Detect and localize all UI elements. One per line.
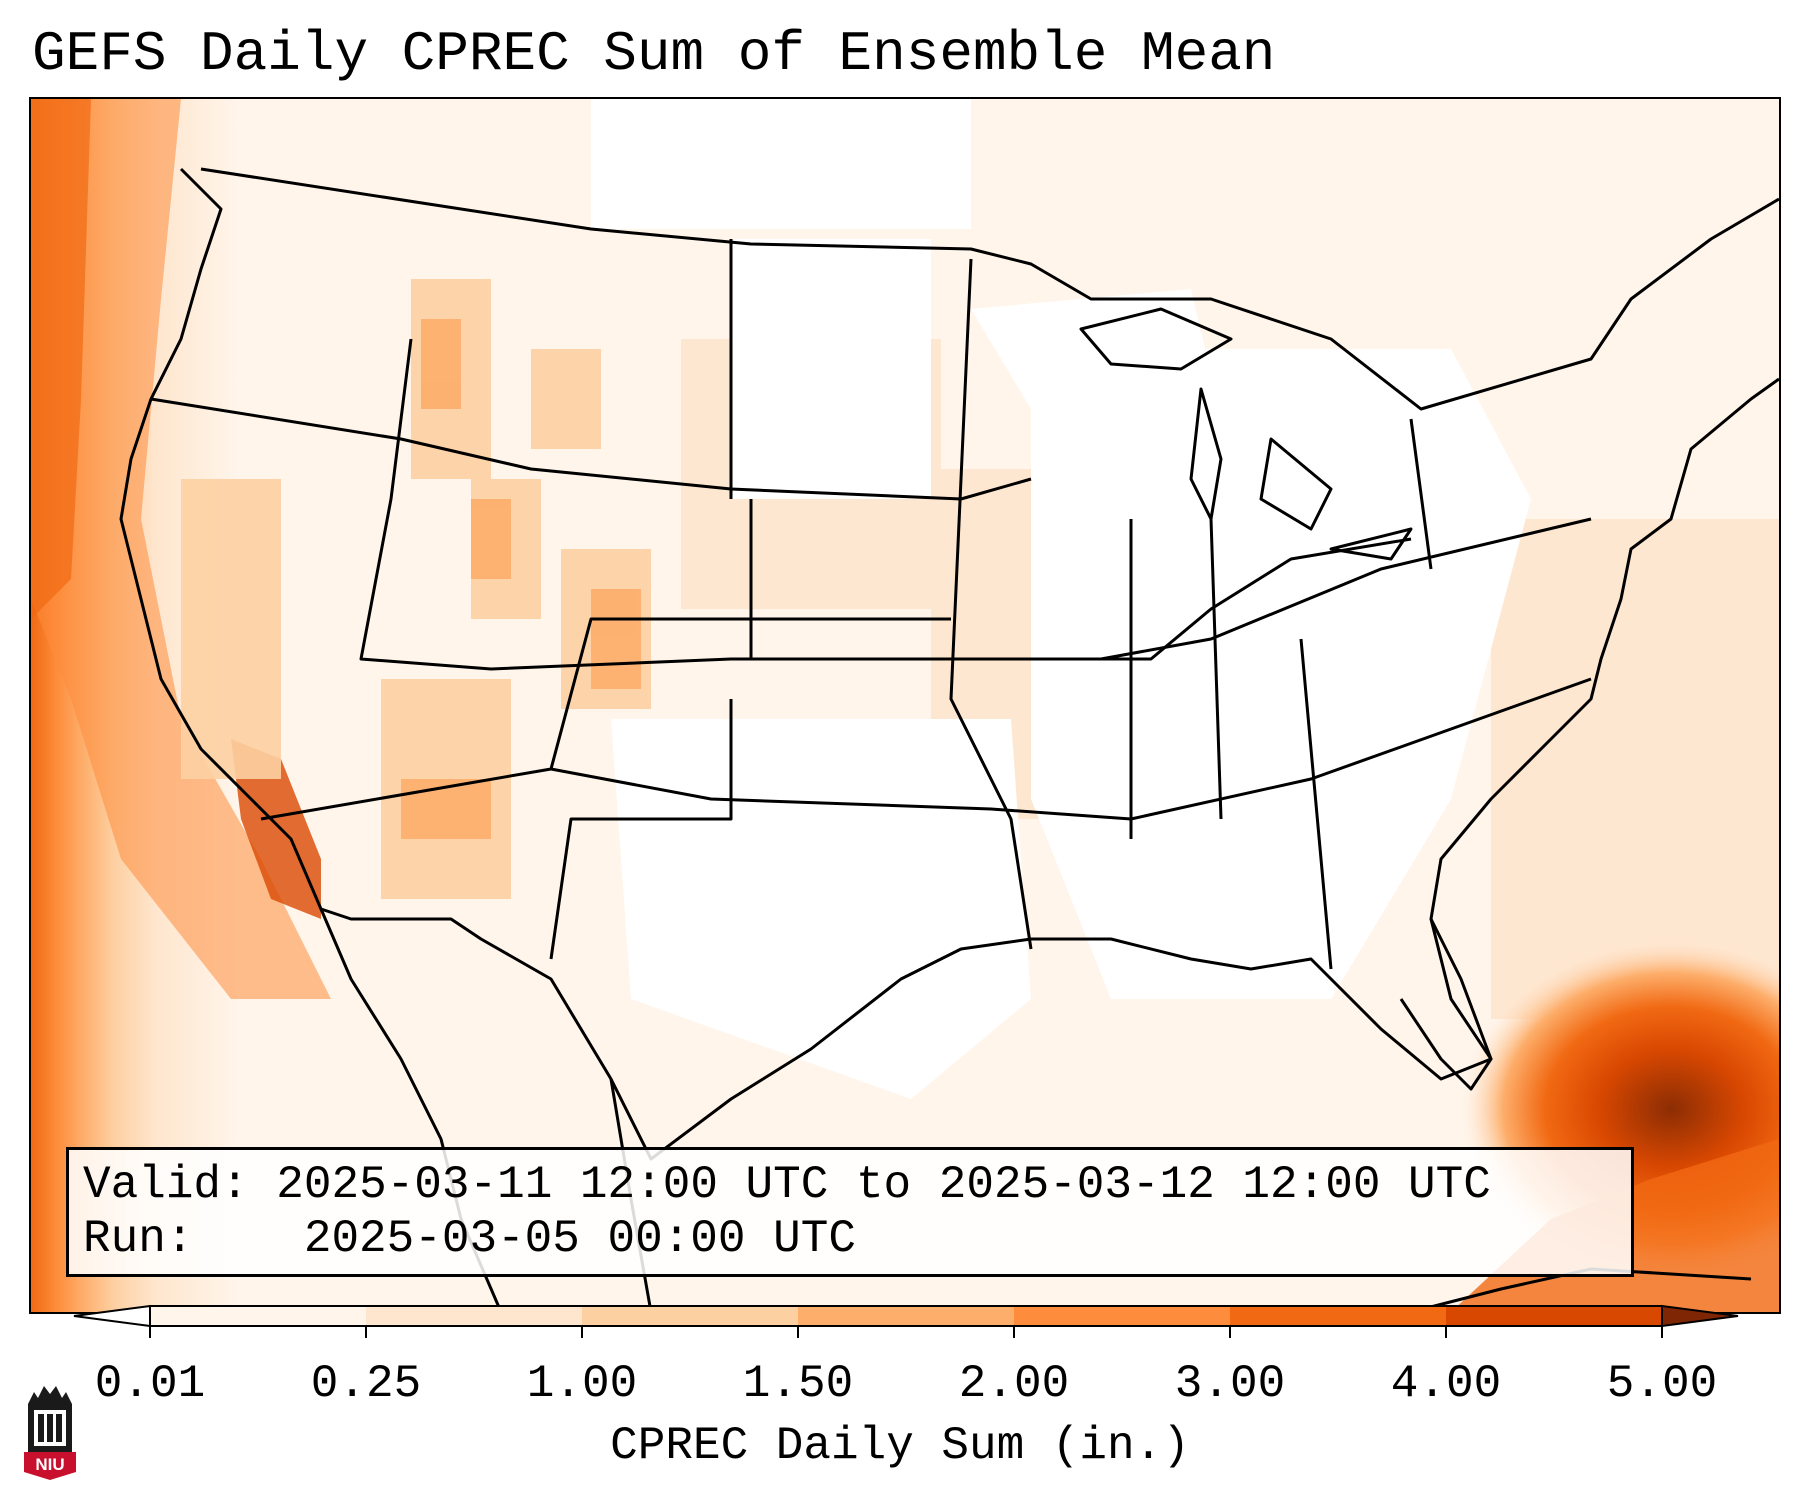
valid-row: Valid: 2025-03-11 12:00 UTC to 2025-03-1…	[83, 1158, 1617, 1212]
colorbar-segment	[1014, 1306, 1230, 1326]
precip-field-dry	[591, 99, 1531, 1099]
run-label: Run:	[83, 1213, 194, 1265]
us-coastline	[119, 167, 1779, 1161]
colorbar-segment	[366, 1306, 582, 1326]
niu-tower-logo-icon: NIU	[24, 1386, 76, 1480]
boundary-lines	[119, 167, 1779, 1312]
colorbar-tick-label: 4.00	[1390, 1358, 1502, 1410]
validity-info-box: Valid: 2025-03-11 12:00 UTC to 2025-03-1…	[66, 1147, 1634, 1277]
valid-label: Valid:	[83, 1159, 249, 1211]
colorbar-over-arrow	[1661, 1304, 1739, 1328]
logo-shield	[24, 1452, 76, 1480]
chart-title: GEFS Daily CPREC Sum of Ensemble Mean	[32, 22, 1276, 86]
precip-field-socal	[231, 739, 321, 919]
precip-field-west-cores	[401, 319, 641, 839]
state-line-3	[550, 677, 1592, 821]
colorbar-tick-label: 0.01	[94, 1358, 206, 1410]
run-value: 2025-03-05 00:00 UTC	[303, 1213, 856, 1265]
colorbar-segment	[798, 1306, 1014, 1326]
colorbar-tick-label: 3.00	[1174, 1358, 1286, 1410]
map-panel	[29, 97, 1781, 1314]
precip-field-pacific-max	[31, 99, 91, 619]
state-line-8	[1031, 537, 1412, 661]
us-canada-border	[200, 167, 1779, 411]
colorbar-under-arrow	[73, 1304, 151, 1328]
lake-erie	[1329, 527, 1413, 561]
precip-field-pacific-core	[31, 99, 331, 999]
colorbar	[73, 1304, 1739, 1338]
state-line-4	[260, 617, 951, 821]
colorbar-segment	[582, 1306, 798, 1326]
precip-map	[31, 99, 1779, 1312]
colorbar-segment	[1446, 1306, 1662, 1326]
colorbar-segment	[1230, 1306, 1446, 1326]
colorbar-tick-label: 2.00	[958, 1358, 1070, 1410]
colorbar-segment	[150, 1306, 366, 1326]
colorbar-outline	[149, 1305, 1663, 1327]
state-line-2	[359, 338, 1592, 671]
state-line-7	[1129, 418, 1433, 970]
run-row: Run: 2025-03-05 00:00 UTC	[83, 1212, 1617, 1266]
colorbar-tick-label: 1.50	[742, 1358, 854, 1410]
lake-superior	[1079, 307, 1233, 371]
state-line-1	[150, 397, 1032, 501]
lake-huron	[1259, 437, 1333, 531]
florida-coast	[1399, 918, 1493, 1091]
colorbar-tick-label: 5.00	[1606, 1358, 1718, 1410]
colorbar-tick-label: 1.00	[526, 1358, 638, 1410]
valid-value: 2025-03-11 12:00 UTC to 2025-03-12 12:00…	[276, 1159, 1491, 1211]
state-line-6	[729, 239, 1033, 950]
lake-michigan	[1189, 387, 1223, 521]
colorbar-tick-label: 0.25	[310, 1358, 422, 1410]
logo-text: NIU	[35, 1455, 64, 1474]
state-line-5	[549, 699, 733, 960]
colorbar-label: CPREC Daily Sum (in.)	[610, 1420, 1190, 1472]
